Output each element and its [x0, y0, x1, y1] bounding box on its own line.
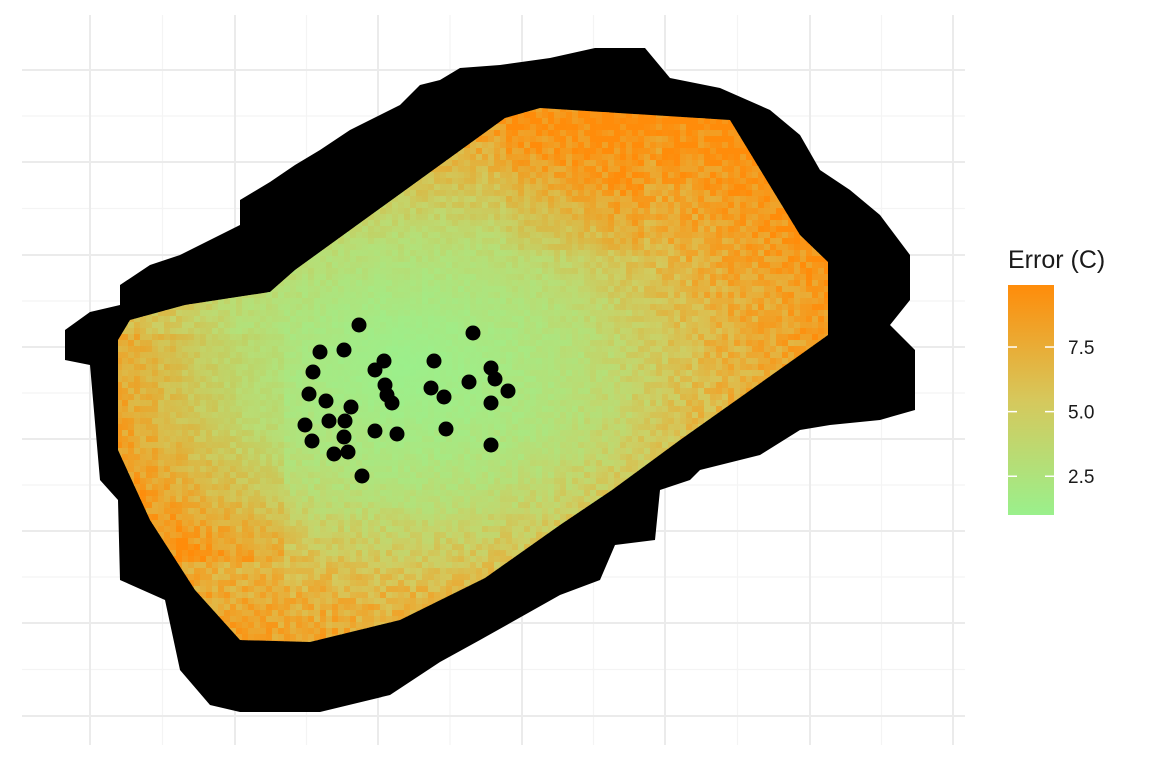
station-point: [436, 389, 452, 405]
station-point: [384, 395, 400, 411]
legend-colorbar: [1008, 285, 1054, 515]
station-point: [336, 429, 352, 445]
station-point: [312, 344, 328, 360]
station-point: [500, 383, 516, 399]
station-point: [321, 413, 337, 429]
station-point: [423, 380, 439, 396]
station-point: [318, 393, 334, 409]
station-point: [343, 399, 359, 415]
station-point: [367, 362, 383, 378]
low-error-core: [118, 108, 828, 642]
station-point: [438, 421, 454, 437]
error-raster: [118, 108, 828, 642]
station-point: [336, 342, 352, 358]
station-point: [297, 417, 313, 433]
station-point: [326, 446, 342, 462]
station-points: [297, 317, 516, 484]
station-point: [367, 423, 383, 439]
legend-tick-label: 2.5: [1068, 467, 1094, 488]
station-point: [483, 395, 499, 411]
legend-tick-label: 7.5: [1068, 338, 1094, 359]
legend-ticks: 2.5 5.0 7.5: [1008, 338, 1094, 488]
legend-tick-label: 5.0: [1068, 403, 1094, 424]
station-point: [340, 444, 356, 460]
station-point: [351, 317, 367, 333]
station-point: [304, 433, 320, 449]
station-point: [461, 374, 477, 390]
station-point: [465, 325, 481, 341]
station-point: [483, 437, 499, 453]
station-point: [301, 386, 317, 402]
legend-title: Error (C): [1008, 246, 1105, 274]
station-point: [337, 413, 353, 429]
station-point: [389, 426, 405, 442]
station-point: [305, 364, 321, 380]
station-point: [487, 371, 503, 387]
station-point: [426, 353, 442, 369]
legend: Error (C) 2.5 5.0 7.5: [1008, 246, 1105, 515]
station-point: [354, 468, 370, 484]
